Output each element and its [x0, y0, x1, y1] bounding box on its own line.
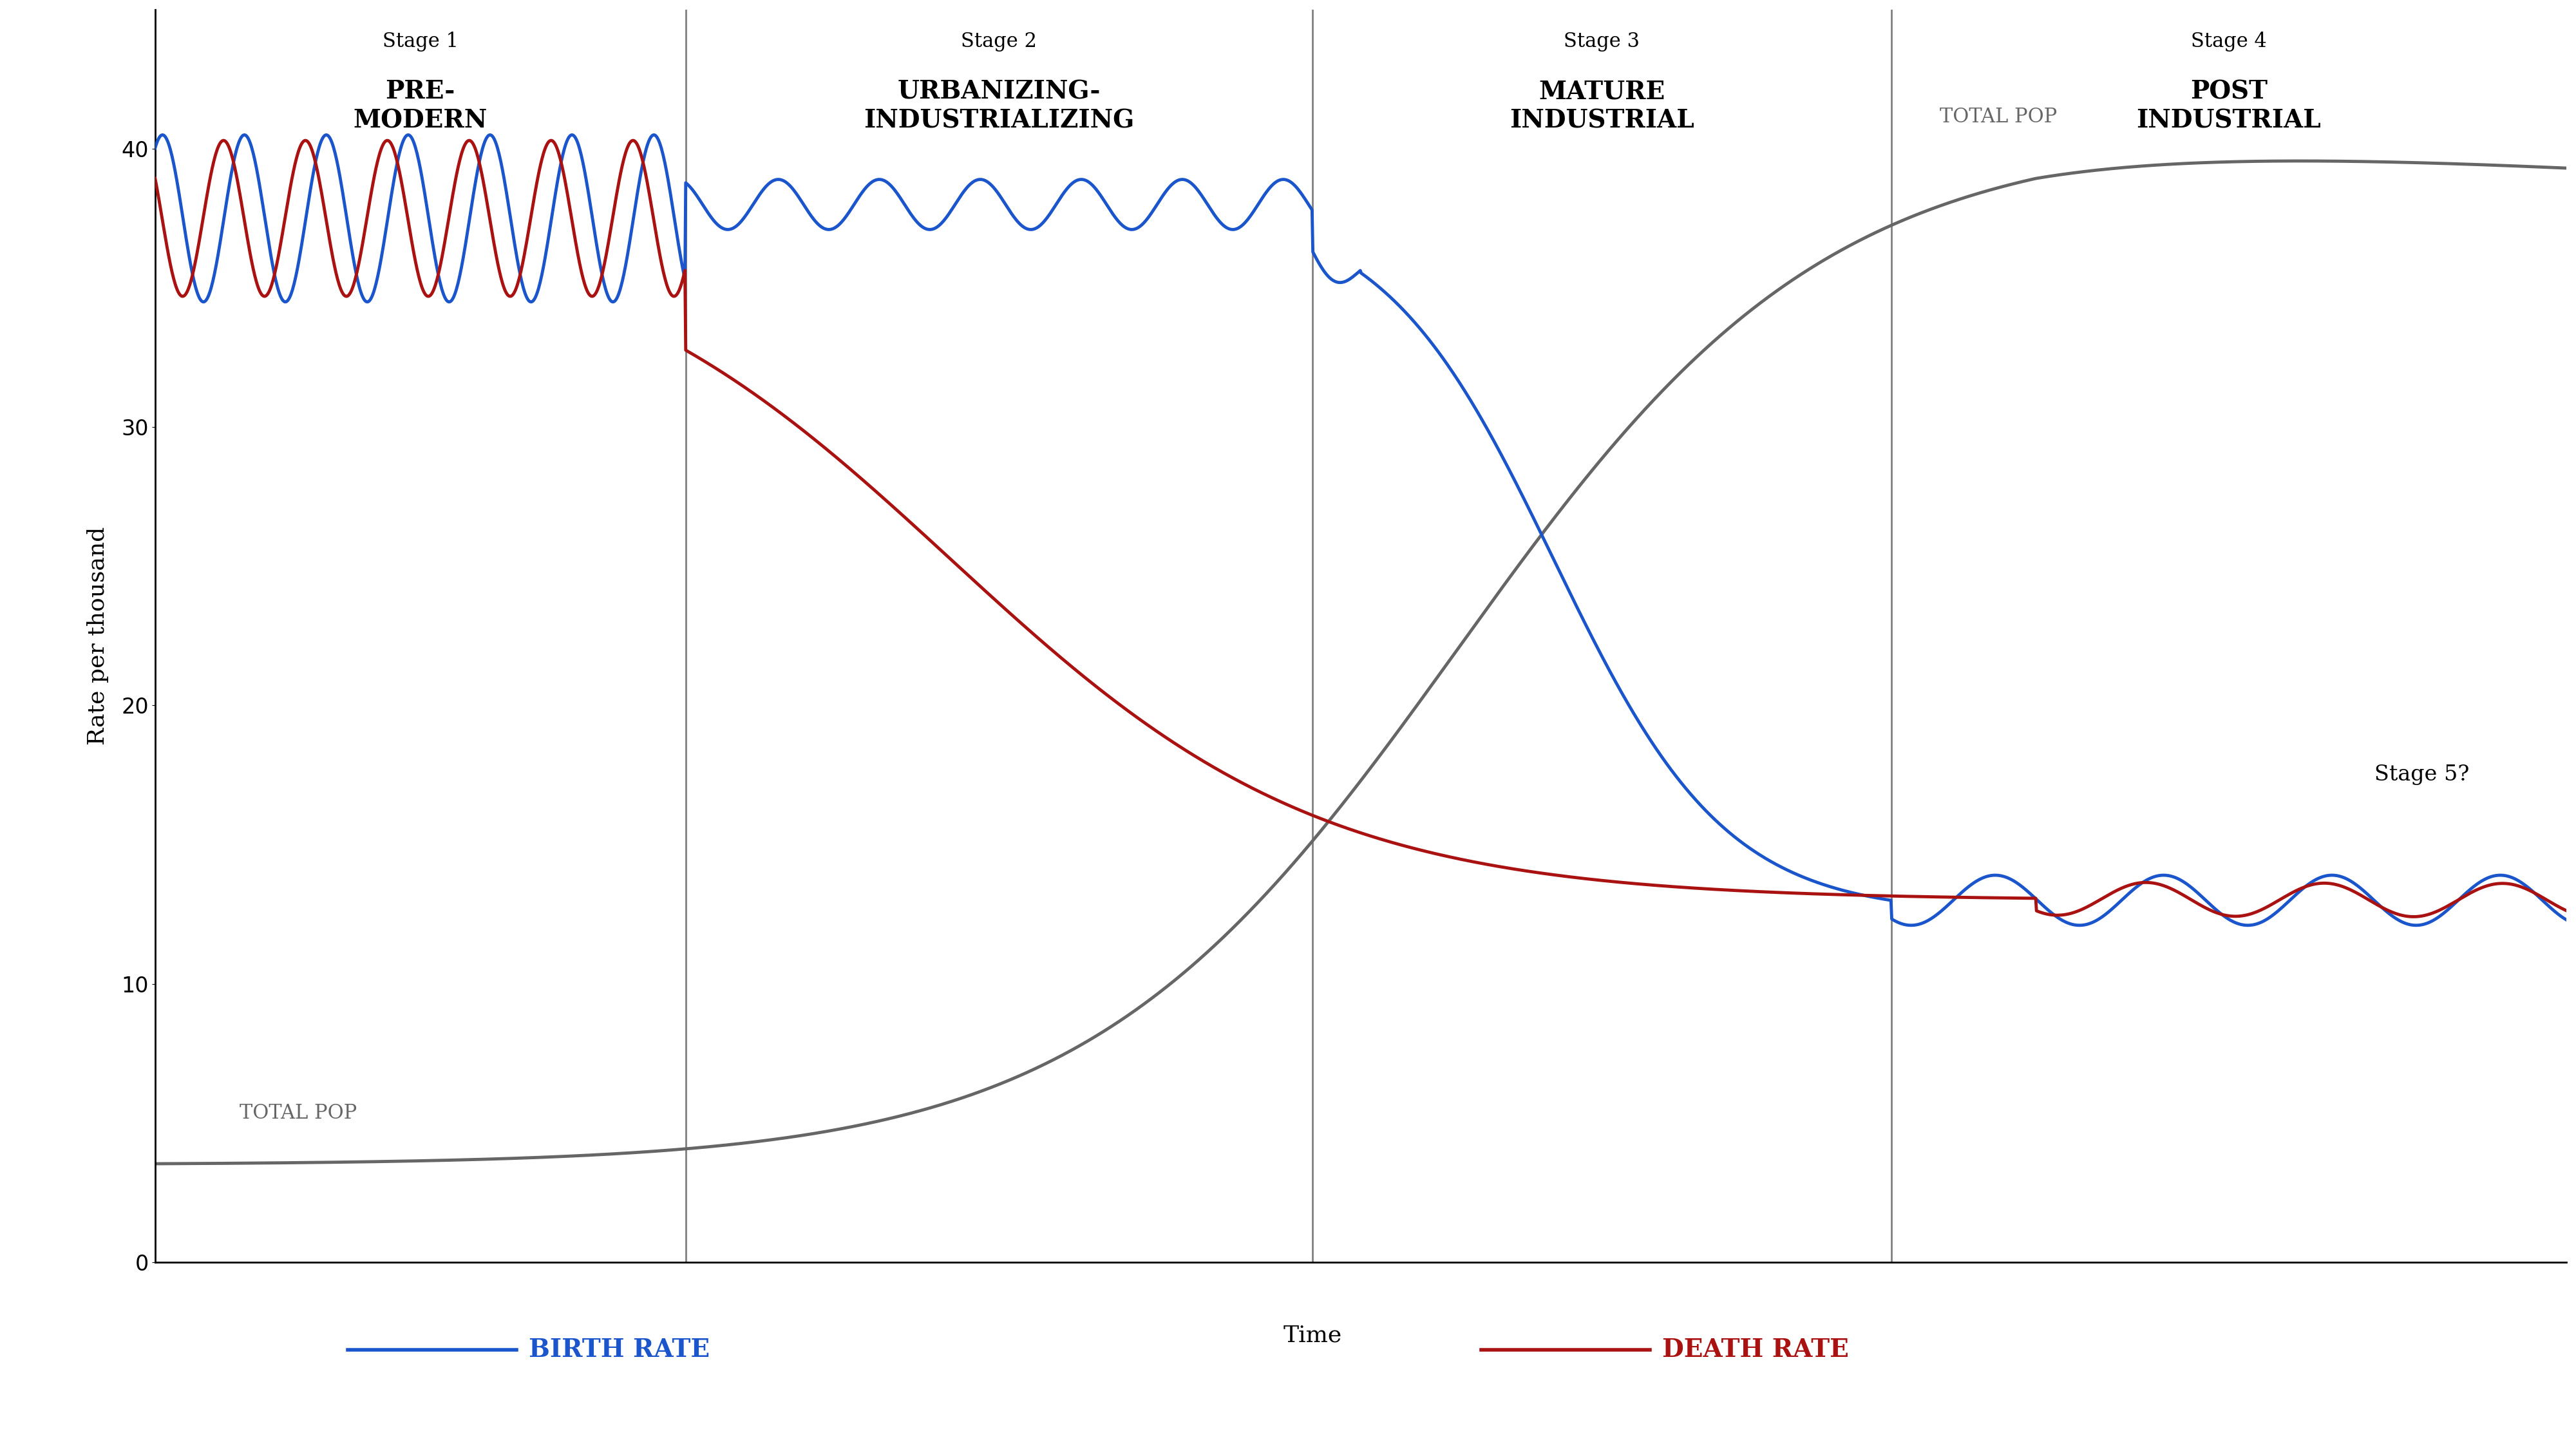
Text: PRE-
MODERN: PRE- MODERN	[353, 80, 487, 133]
Text: Stage 5?: Stage 5?	[2375, 765, 2470, 785]
Text: Stage 1: Stage 1	[381, 32, 459, 51]
Text: Time: Time	[1283, 1324, 1342, 1346]
Text: Stage 4: Stage 4	[2190, 32, 2267, 51]
Y-axis label: Rate per thousand: Rate per thousand	[88, 526, 108, 745]
Text: Stage 3: Stage 3	[1564, 32, 1641, 51]
Text: POST
INDUSTRIAL: POST INDUSTRIAL	[2136, 80, 2321, 133]
Text: MATURE
INDUSTRIAL: MATURE INDUSTRIAL	[1510, 80, 1695, 133]
Text: URBANIZING-
INDUSTRIALIZING: URBANIZING- INDUSTRIALIZING	[863, 80, 1133, 133]
Text: Stage 2: Stage 2	[961, 32, 1038, 51]
Text: DEATH RATE: DEATH RATE	[1662, 1337, 1850, 1362]
Text: TOTAL POP: TOTAL POP	[1940, 107, 2056, 126]
Text: TOTAL POP: TOTAL POP	[240, 1103, 358, 1123]
Text: BIRTH RATE: BIRTH RATE	[528, 1337, 711, 1362]
